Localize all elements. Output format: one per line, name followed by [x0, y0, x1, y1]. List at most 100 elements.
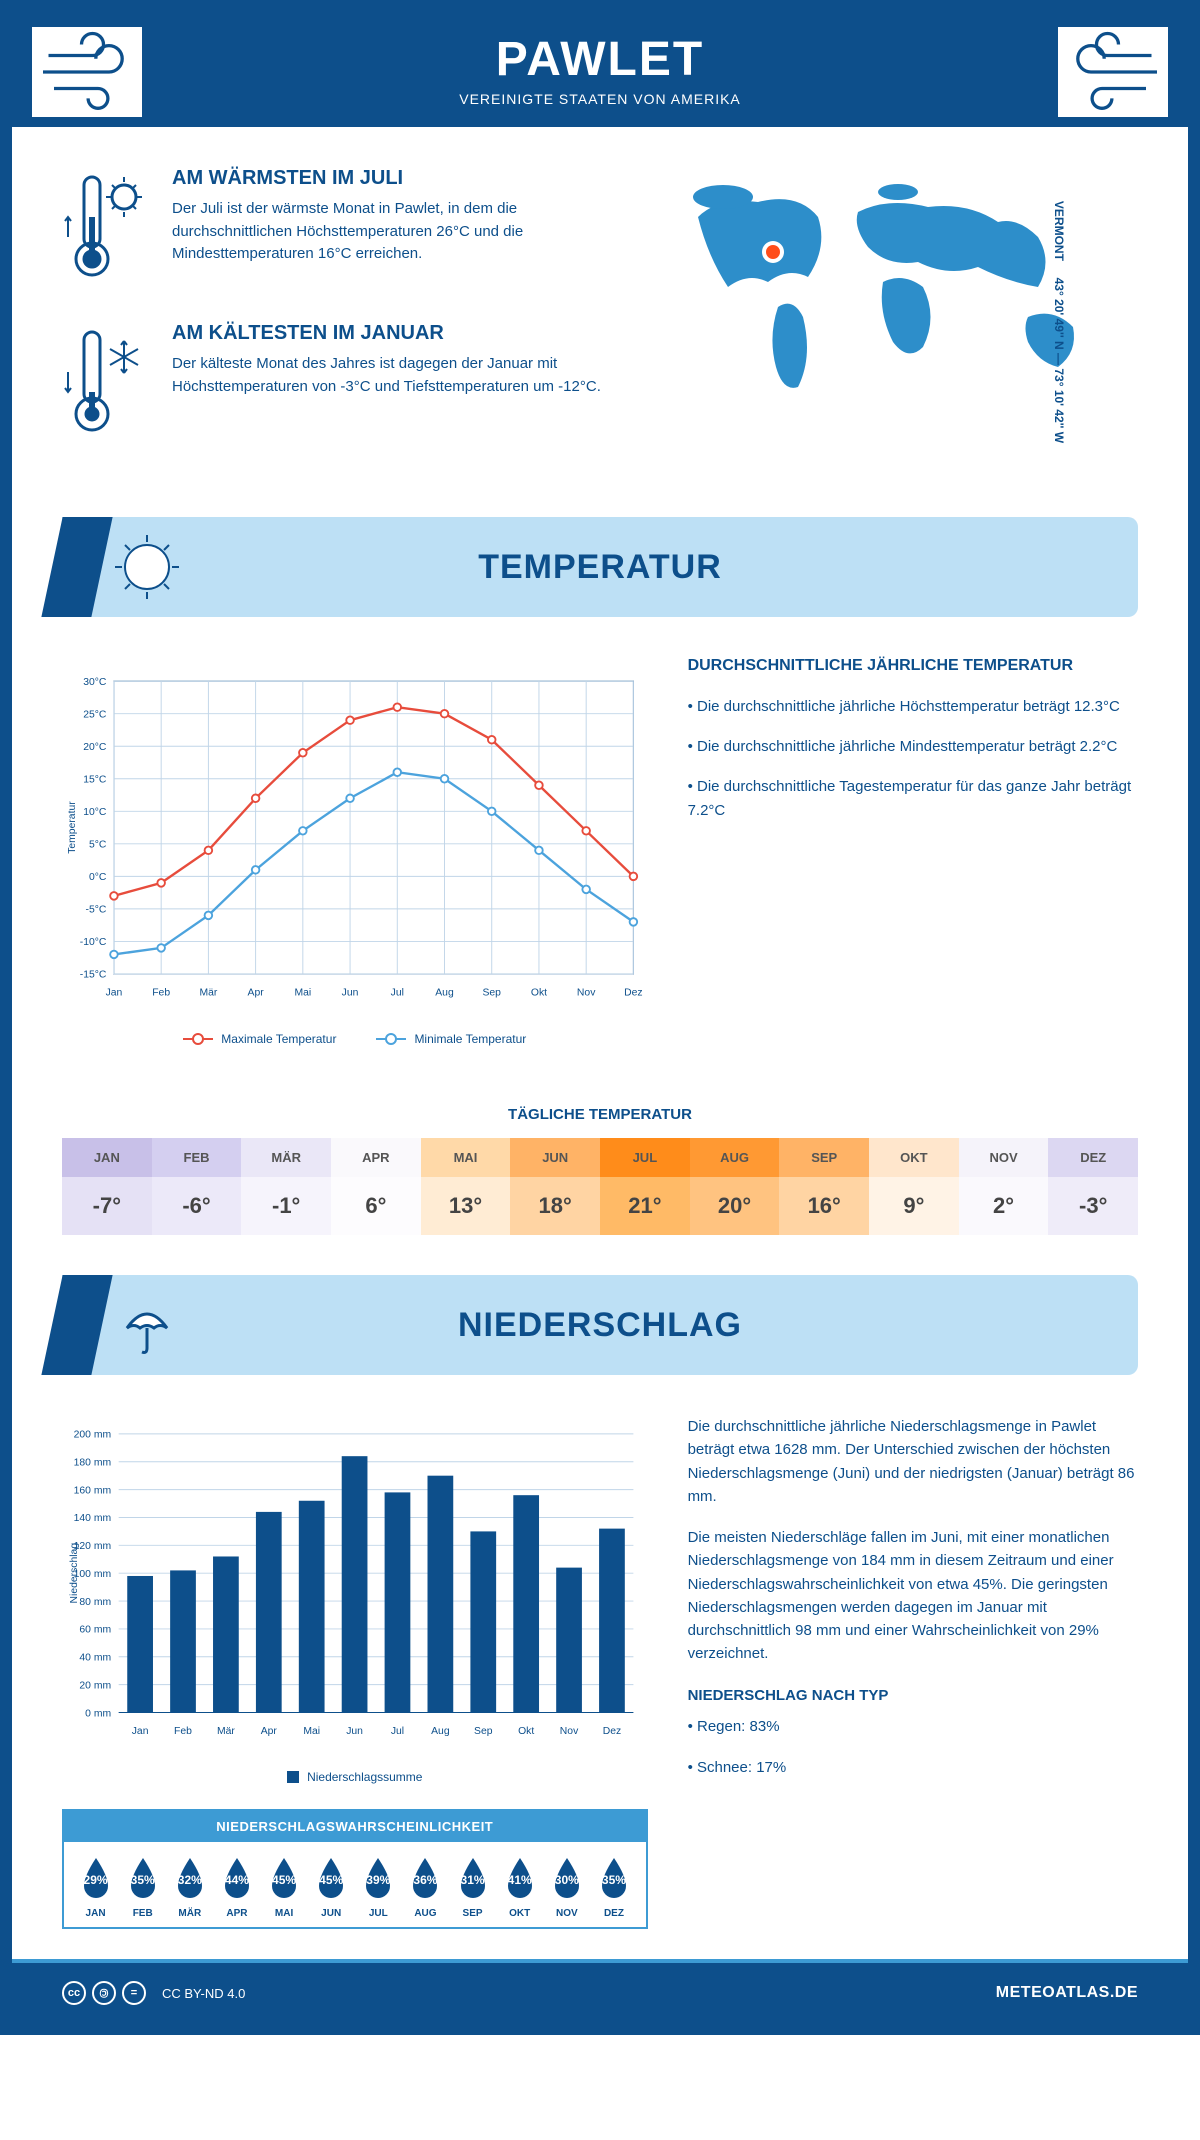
svg-text:Aug: Aug [435, 988, 454, 999]
svg-text:Temperatur: Temperatur [67, 801, 78, 854]
nd-icon: = [122, 1981, 146, 2005]
coldest-text: Der kälteste Monat des Jahres ist dagege… [172, 353, 628, 398]
legend-min: .legend-item:nth-child(2) .legend-line::… [376, 1032, 526, 1046]
prob-cell: 44%APR [213, 1854, 260, 1919]
temp-cell: JUN18° [510, 1138, 600, 1235]
svg-text:80 mm: 80 mm [79, 1597, 111, 1608]
temp-cell: MAI13° [421, 1138, 511, 1235]
svg-text:Jun: Jun [346, 1726, 363, 1737]
thermometer-hot-icon [62, 167, 152, 292]
cc-icon: cc [62, 1981, 86, 2005]
svg-text:40 mm: 40 mm [79, 1653, 111, 1664]
svg-text:0°C: 0°C [89, 872, 107, 883]
daily-temp-table: JAN-7°FEB-6°MÄR-1°APR6°MAI13°JUN18°JUL21… [62, 1138, 1138, 1235]
precip-rain: • Regen: 83% [688, 1715, 1138, 1738]
page-subtitle: VEREINIGTE STAATEN VON AMERIKA [32, 91, 1168, 107]
wind-decoration-left [32, 27, 142, 117]
precipitation-info: Die durchschnittliche jährliche Niedersc… [688, 1415, 1138, 1929]
svg-text:Jul: Jul [391, 988, 404, 999]
header: PAWLET VEREINIGTE STAATEN VON AMERIKA [12, 12, 1188, 127]
precipitation-chart: 0 mm20 mm40 mm60 mm80 mm100 mm120 mm140 … [62, 1415, 648, 1784]
prob-cell: 31%SEP [449, 1854, 496, 1919]
temp-cell: JAN-7° [62, 1138, 152, 1235]
svg-text:-15°C: -15°C [80, 970, 107, 981]
temp-cell: FEB-6° [152, 1138, 242, 1235]
svg-text:60 mm: 60 mm [79, 1625, 111, 1636]
temp-cell: MÄR-1° [241, 1138, 331, 1235]
svg-text:-5°C: -5°C [86, 905, 107, 916]
svg-text:Sep: Sep [482, 988, 501, 999]
temp-cell: DEZ-3° [1048, 1138, 1138, 1235]
precipitation-heading: NIEDERSCHLAG [458, 1306, 742, 1345]
footer: cc 🄯 = CC BY-ND 4.0 METEOATLAS.DE [12, 1959, 1188, 2023]
legend-precip: Niederschlagssumme [287, 1770, 422, 1784]
temp-cell: OKT9° [869, 1138, 959, 1235]
svg-text:Aug: Aug [431, 1726, 450, 1737]
svg-text:200 mm: 200 mm [74, 1430, 111, 1441]
svg-text:Jan: Jan [132, 1726, 149, 1737]
svg-text:20 mm: 20 mm [79, 1680, 111, 1691]
coldest-block: AM KÄLTESTEN IM JANUAR Der kälteste Mona… [62, 322, 628, 447]
temp-cell: APR6° [331, 1138, 421, 1235]
coordinates: VERMONT 43° 20' 49'' N — 73° 10' 42'' W [1052, 201, 1066, 443]
prob-cell: 30%NOV [543, 1854, 590, 1919]
wind-decoration-right [1058, 27, 1168, 117]
temp-cell: NOV2° [959, 1138, 1049, 1235]
by-icon: 🄯 [92, 1981, 116, 2005]
temp-cell: AUG20° [690, 1138, 780, 1235]
svg-text:Mai: Mai [303, 1726, 320, 1737]
temperature-heading: TEMPERATUR [478, 548, 722, 587]
svg-text:10°C: 10°C [83, 807, 107, 818]
temp-bullet-1: • Die durchschnittliche jährliche Höchst… [688, 695, 1138, 719]
svg-text:160 mm: 160 mm [74, 1485, 111, 1496]
page-title: PAWLET [32, 32, 1168, 87]
prob-cell: 29%JAN [72, 1854, 119, 1919]
svg-text:5°C: 5°C [89, 840, 107, 851]
svg-text:Feb: Feb [174, 1726, 192, 1737]
probability-box: NIEDERSCHLAGSWAHRSCHEINLICHKEIT 29%JAN35… [62, 1809, 648, 1929]
svg-text:Nov: Nov [560, 1726, 579, 1737]
warmest-text: Der Juli ist der wärmste Monat in Pawlet… [172, 198, 628, 266]
warmest-block: AM WÄRMSTEN IM JULI Der Juli ist der wär… [62, 167, 628, 292]
sun-icon [112, 532, 182, 602]
precipitation-banner: NIEDERSCHLAG [62, 1275, 1138, 1375]
prob-cell: 35%FEB [119, 1854, 166, 1919]
prob-cell: 41%OKT [496, 1854, 543, 1919]
license-text: CC BY-ND 4.0 [162, 1986, 245, 2001]
temp-bullet-3: • Die durchschnittliche Tagestemperatur … [688, 775, 1138, 823]
svg-text:20°C: 20°C [83, 742, 107, 753]
svg-text:Dez: Dez [603, 1726, 621, 1737]
svg-text:Mär: Mär [199, 988, 217, 999]
thermometer-cold-icon [62, 322, 152, 447]
svg-text:Jul: Jul [391, 1726, 404, 1737]
svg-text:Mai: Mai [294, 988, 311, 999]
prob-cell: 45%MAI [261, 1854, 308, 1919]
svg-text:Feb: Feb [152, 988, 170, 999]
license: cc 🄯 = CC BY-ND 4.0 [62, 1981, 245, 2005]
svg-text:-10°C: -10°C [80, 937, 107, 948]
precip-snow: • Schnee: 17% [688, 1756, 1138, 1779]
temperature-chart: -15°C -10°C -5°C 0°C 5°C 10°C 15°C 20°C 25°C 30°C… [62, 657, 648, 1046]
legend-max: .legend-item:nth-child(1) .legend-line::… [183, 1032, 336, 1046]
svg-text:30°C: 30°C [83, 677, 107, 688]
prob-cell: 36%AUG [402, 1854, 449, 1919]
svg-text:Dez: Dez [624, 988, 642, 999]
prob-heading: NIEDERSCHLAGSWAHRSCHEINLICHKEIT [64, 1811, 646, 1842]
temp-cell: SEP16° [779, 1138, 869, 1235]
svg-text:0 mm: 0 mm [85, 1708, 111, 1719]
temp-cell: JUL21° [600, 1138, 690, 1235]
svg-text:Nov: Nov [577, 988, 596, 999]
world-map: VERMONT 43° 20' 49'' N — 73° 10' 42'' W [658, 167, 1138, 477]
prob-cell: 45%JUN [308, 1854, 355, 1919]
precip-p1: Die durchschnittliche jährliche Niedersc… [688, 1415, 1138, 1508]
svg-text:Niederschlag: Niederschlag [69, 1543, 80, 1604]
svg-text:15°C: 15°C [83, 775, 107, 786]
coldest-heading: AM KÄLTESTEN IM JANUAR [172, 322, 628, 345]
temp-info-heading: DURCHSCHNITTLICHE JÄHRLICHE TEMPERATUR [688, 657, 1138, 675]
prob-cell: 35%DEZ [590, 1854, 637, 1919]
temp-bullet-2: • Die durchschnittliche jährliche Mindes… [688, 735, 1138, 759]
precip-type-heading: NIEDERSCHLAG NACH TYP [688, 1684, 1138, 1707]
temperature-banner: TEMPERATUR [62, 517, 1138, 617]
svg-text:180 mm: 180 mm [74, 1458, 111, 1469]
svg-text:25°C: 25°C [83, 709, 107, 720]
